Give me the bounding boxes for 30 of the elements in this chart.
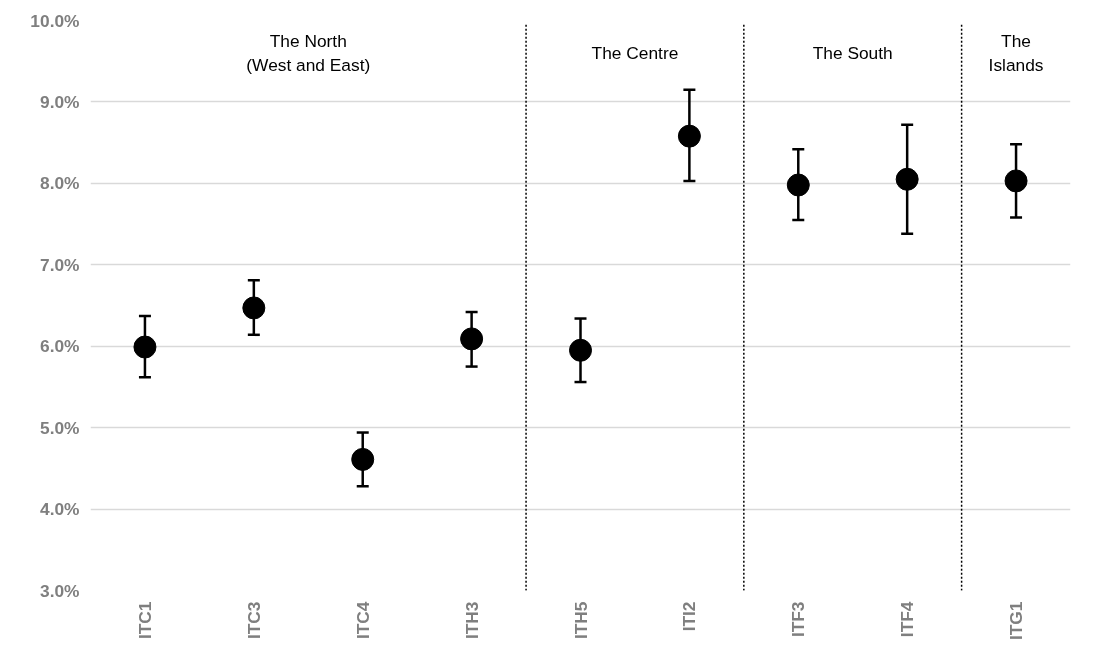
y-tick-label: 7.0% (40, 254, 80, 275)
x-tick-label: ITH5 (570, 601, 591, 640)
annotation: The Centre (591, 43, 679, 64)
annotation: The South (812, 43, 893, 64)
x-tick-label: ITG1 (1006, 601, 1027, 641)
annotation: The North (West and East) (246, 31, 371, 76)
y-tick-label: 8.0% (40, 173, 80, 194)
x-tick-label: ITC3 (243, 601, 264, 640)
x-tick-label: ITH3 (461, 601, 482, 640)
x-tick-label: ITI2 (679, 601, 700, 632)
y-tick-label: 4.0% (40, 499, 80, 520)
point (1004, 169, 1028, 193)
y-tick-label: 5.0% (40, 417, 80, 438)
y-tick-label: 9.0% (40, 91, 80, 112)
annotation: The Islands (988, 31, 1044, 76)
point (133, 335, 157, 359)
point (786, 173, 810, 197)
point (569, 338, 592, 362)
x-tick-label: ITF4 (897, 601, 918, 638)
y-tick-label: 3.0% (40, 580, 80, 601)
x-tick-label: ITC1 (134, 601, 155, 640)
x-tick-label: ITF3 (788, 601, 809, 638)
y-tick-label: 10.0% (30, 10, 80, 31)
point (677, 124, 701, 148)
x-tick-label: ITC4 (352, 601, 373, 640)
point (460, 327, 484, 351)
point (242, 296, 266, 320)
point (895, 167, 919, 191)
y-tick-label: 6.0% (40, 336, 80, 357)
point (351, 447, 375, 471)
